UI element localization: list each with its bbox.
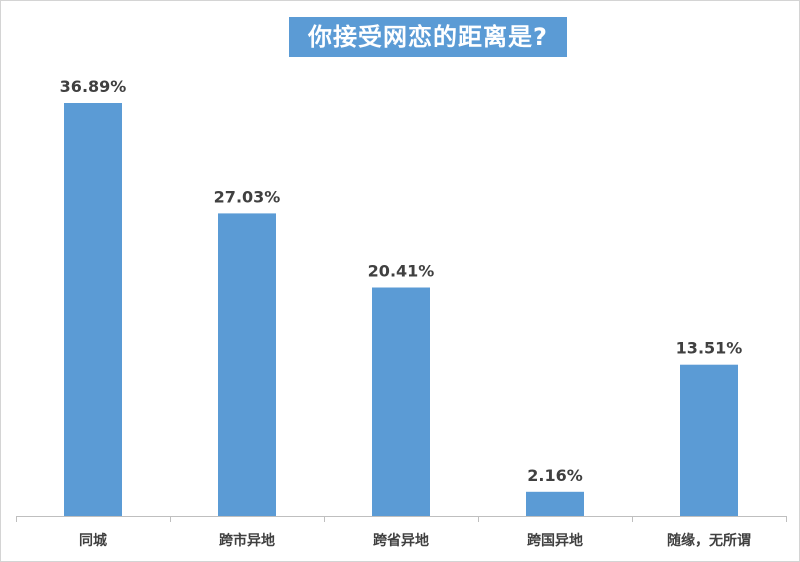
x-tick-label: 跨国异地 — [527, 532, 583, 549]
bar — [526, 491, 584, 516]
chart-title: 你接受网恋的距离是? — [289, 17, 567, 57]
bar — [680, 364, 738, 516]
bar — [64, 103, 122, 516]
x-tick-label: 跨省异地 — [373, 532, 429, 549]
x-tick-label: 同城 — [79, 532, 107, 549]
data-label: 20.41% — [368, 262, 435, 281]
data-label: 13.51% — [676, 339, 743, 358]
bar — [372, 287, 430, 516]
x-tick-label: 跨市异地 — [219, 532, 275, 549]
x-tick-label: 随缘，无所谓 — [667, 532, 751, 549]
bar — [218, 213, 276, 516]
data-label: 2.16% — [527, 466, 583, 485]
data-label: 36.89% — [60, 77, 127, 96]
data-label: 27.03% — [214, 187, 281, 206]
